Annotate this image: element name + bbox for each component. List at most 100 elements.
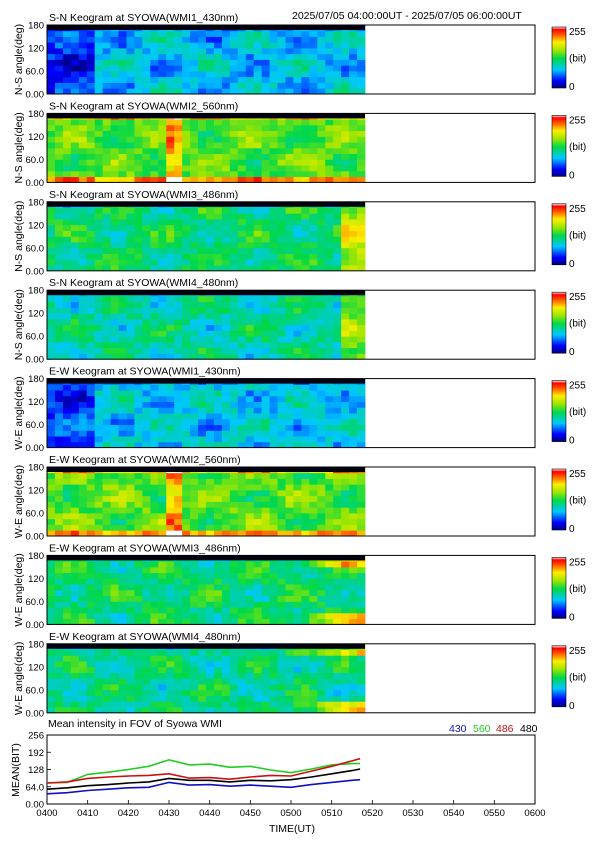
keogram-cell	[166, 301, 175, 308]
keogram-cell	[341, 495, 350, 502]
keogram-cell	[245, 353, 255, 360]
keogram-cell	[333, 82, 342, 89]
keogram-cell	[245, 76, 255, 83]
keogram-cell	[357, 424, 366, 431]
keogram-cell	[150, 341, 159, 349]
keogram-cell	[301, 395, 310, 402]
keogram-cell	[166, 130, 175, 137]
keogram-cell	[357, 684, 366, 691]
keogram-cell	[150, 124, 159, 132]
keogram-cell	[245, 30, 255, 37]
keogram-cell	[206, 441, 215, 448]
keogram-cell	[206, 136, 215, 143]
keogram-cell	[190, 124, 199, 132]
keogram-cell	[269, 484, 278, 491]
keogram-cell	[277, 353, 286, 360]
keogram-cell	[237, 655, 247, 662]
keogram-cell	[166, 424, 175, 431]
keogram-cell	[78, 207, 88, 214]
keogram-cell	[142, 53, 151, 60]
keogram-cell	[94, 607, 104, 614]
keogram-cell	[253, 513, 263, 520]
keogram-cell	[213, 584, 223, 591]
keogram-cell	[229, 170, 239, 178]
keogram-cell	[190, 307, 199, 314]
keogram-cell	[293, 88, 302, 95]
keogram-cell	[47, 42, 56, 49]
keogram-cell	[269, 472, 278, 479]
keogram-cell	[126, 655, 135, 662]
keogram-cell	[126, 518, 135, 525]
keogram-cell	[102, 612, 111, 620]
keogram-cell	[142, 524, 151, 531]
keogram-cell	[245, 689, 255, 696]
keogram-cell	[47, 265, 56, 272]
keogram-cell	[47, 130, 56, 137]
keogram-cell	[277, 219, 286, 226]
keogram-cell	[102, 561, 111, 568]
keogram-cell	[158, 566, 167, 574]
keogram-cell	[78, 153, 88, 160]
keogram-ytick: 0.00	[26, 708, 45, 719]
keogram-cell	[301, 507, 310, 514]
keogram-cell	[198, 572, 207, 579]
keogram-cell	[317, 707, 326, 714]
keogram-cell	[309, 324, 318, 331]
keogram-cell	[174, 307, 183, 314]
colorbar-unit: (bit)	[569, 407, 586, 418]
keogram-cell	[301, 501, 310, 508]
keogram-cell	[86, 612, 96, 620]
keogram-cell	[333, 124, 342, 132]
keogram-cell	[102, 253, 111, 260]
keogram-cell	[86, 495, 96, 502]
keogram-cell	[221, 684, 231, 691]
keogram-cell	[150, 472, 159, 479]
keogram-cell	[229, 678, 239, 685]
keogram-cell	[309, 661, 318, 668]
keogram-cell	[182, 672, 191, 679]
keogram-cell	[166, 612, 175, 620]
keogram-cell	[349, 478, 358, 485]
keogram-cell	[237, 318, 247, 326]
keogram-cell	[293, 584, 302, 591]
keogram-cell	[341, 30, 350, 37]
keogram-cell	[341, 219, 350, 226]
keogram-cell	[333, 672, 342, 679]
keogram-cell	[309, 578, 318, 585]
keogram-cell	[285, 313, 294, 320]
keogram-cell	[47, 401, 56, 408]
keogram-cell	[150, 430, 159, 437]
keogram-cell	[341, 695, 350, 702]
keogram-cell	[118, 478, 127, 485]
keogram-cell	[94, 472, 104, 479]
keogram-cell	[349, 170, 358, 178]
keogram-cell	[213, 65, 223, 72]
keogram-cell	[150, 330, 159, 337]
keogram-cell	[182, 501, 191, 508]
keogram-cell	[190, 601, 199, 608]
keogram-cell	[221, 224, 231, 231]
keogram-cell	[301, 330, 310, 337]
keogram-cell	[213, 324, 223, 331]
keogram-cell	[118, 689, 127, 696]
keogram-cell	[357, 518, 366, 525]
keogram-cell	[47, 618, 56, 625]
keogram-ytick: 60.0	[26, 67, 45, 78]
keogram-cell	[245, 707, 255, 714]
keogram-cell	[245, 153, 255, 160]
keogram-cell	[253, 501, 263, 508]
keogram-cell	[253, 213, 263, 220]
keogram-cell	[62, 53, 72, 60]
keogram-cell	[221, 230, 231, 237]
keogram-cell	[134, 265, 143, 272]
keogram-cell	[237, 661, 247, 668]
keogram-cell	[317, 390, 326, 397]
keogram-cell	[357, 472, 366, 479]
keogram-cell	[309, 684, 318, 691]
keogram-cell	[102, 436, 111, 443]
keogram-cell	[349, 259, 358, 266]
keogram-cell	[285, 484, 294, 491]
keogram-cell	[174, 153, 183, 160]
keogram-cell	[134, 301, 143, 308]
keogram-cell	[349, 307, 358, 314]
